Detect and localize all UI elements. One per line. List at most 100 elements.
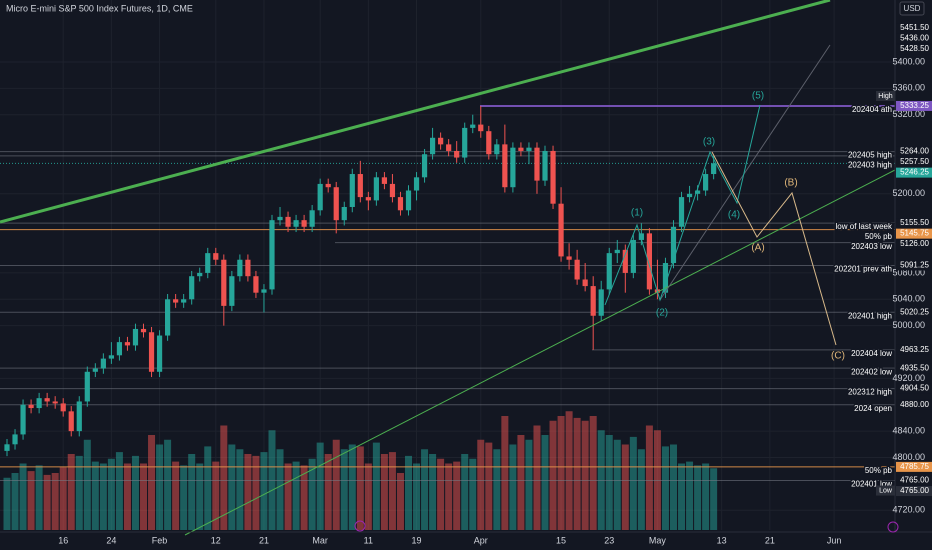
- volume-bar: [228, 444, 236, 530]
- x-tick-label: Jun: [827, 535, 842, 545]
- candle-body: [116, 342, 123, 356]
- chart-title: Micro E-mini S&P 500 Index Futures, 1D, …: [6, 3, 193, 13]
- drawings: [0, 0, 896, 536]
- volume-bar: [292, 461, 300, 530]
- volume-bar: [565, 411, 573, 530]
- candle-body: [510, 147, 516, 188]
- level-name: 202402 low: [851, 367, 892, 376]
- candle-body: [703, 174, 709, 191]
- wave-labels: (1) (2) (3) (4) (5) (A) (B) (C): [631, 91, 845, 362]
- candle-body: [341, 206, 347, 221]
- volume-bar: [405, 455, 412, 530]
- wave-label: (1): [631, 208, 643, 219]
- volume-bar: [83, 439, 91, 530]
- y-tick-label: 4720.00: [892, 505, 925, 515]
- x-tick-label: 21: [765, 535, 775, 545]
- candle-body: [662, 263, 669, 293]
- level-name: 50% pb: [865, 466, 893, 475]
- candle-body: [100, 358, 106, 369]
- candle-body: [68, 411, 74, 432]
- candle-body: [397, 197, 404, 211]
- candle-body: [486, 131, 492, 155]
- volume-bar: [613, 439, 621, 530]
- volume-bar: [557, 416, 565, 530]
- price-box: [896, 363, 932, 374]
- volume-bar: [308, 458, 316, 530]
- price-box: [896, 228, 932, 239]
- volume-bar: [364, 463, 372, 530]
- candle-body: [36, 398, 42, 409]
- candle-body: [357, 174, 363, 198]
- price-box: [896, 461, 932, 472]
- level-name: 202403 low: [851, 242, 892, 251]
- volume-bar: [485, 442, 493, 530]
- volume-bar: [509, 444, 517, 530]
- candle-body: [108, 355, 114, 359]
- volume-bar: [244, 454, 252, 530]
- x-tick-label: Mar: [312, 535, 328, 545]
- volume-bar: [453, 461, 461, 530]
- volume-bar: [702, 463, 710, 530]
- volume-bar: [140, 463, 148, 530]
- volume-bar: [694, 465, 702, 530]
- volume-bar: [276, 449, 284, 530]
- volume-bar: [188, 454, 196, 530]
- price-label: 5246.25: [900, 168, 929, 177]
- level-name: 202404 ath: [852, 105, 892, 114]
- candle-body: [534, 147, 540, 181]
- volume-bar: [59, 467, 67, 530]
- y-tick-label: 5400.00: [892, 56, 925, 66]
- price-label: 4904.50: [900, 384, 929, 393]
- candle-body: [365, 197, 371, 201]
- wave-label: (5): [752, 91, 764, 102]
- y-tick-label: 5320.00: [892, 109, 925, 119]
- price-label: 5451.50: [900, 23, 929, 32]
- candle-body: [221, 259, 227, 306]
- candle-body: [470, 124, 476, 128]
- price-box: [896, 167, 932, 178]
- candle-body: [132, 328, 139, 346]
- volume-bar: [284, 463, 292, 530]
- level-name: 202312 high: [848, 388, 892, 397]
- level-name: 2024 open: [854, 404, 892, 413]
- candle-body: [389, 183, 396, 198]
- x-tick-label: 21: [259, 535, 269, 545]
- candle-body: [373, 177, 379, 201]
- candle-body: [181, 299, 187, 303]
- trendline: [659, 44, 831, 301]
- candle-body: [44, 398, 50, 402]
- x-tick-label: Apr: [474, 535, 488, 545]
- candle-body: [381, 177, 388, 184]
- price-label: 5436.00: [900, 34, 929, 43]
- price-label: 5091.25: [900, 261, 929, 270]
- currency: USD: [904, 4, 921, 13]
- price-label: 4765.00: [900, 476, 929, 485]
- volume-bar: [27, 471, 35, 530]
- candle-body: [405, 190, 412, 211]
- candle-body: [678, 197, 685, 227]
- volume-bar: [324, 454, 332, 530]
- volume-bar: [148, 435, 156, 530]
- x-tick-label: Feb: [152, 535, 168, 545]
- volume-bar: [156, 444, 164, 530]
- candles: [4, 105, 717, 457]
- event-icon[interactable]: [354, 520, 366, 532]
- candle-body: [317, 183, 323, 211]
- candle-body: [12, 434, 18, 445]
- price-label: 5020.25: [900, 307, 929, 316]
- candle-body: [92, 368, 98, 372]
- volume-bar: [35, 465, 43, 530]
- volume-bar: [340, 449, 348, 530]
- candle-body: [165, 299, 171, 336]
- event-icon[interactable]: [887, 521, 899, 533]
- volume-bar: [3, 477, 11, 530]
- volume-bar: [549, 420, 557, 530]
- volume-bar: [380, 454, 388, 530]
- wave-label: (B): [784, 178, 797, 189]
- level-name: 202403 high: [848, 161, 892, 170]
- price-label: 4935.50: [900, 363, 929, 372]
- currency-box[interactable]: [899, 1, 925, 16]
- volume-bar: [501, 416, 509, 530]
- candle-body: [4, 444, 10, 451]
